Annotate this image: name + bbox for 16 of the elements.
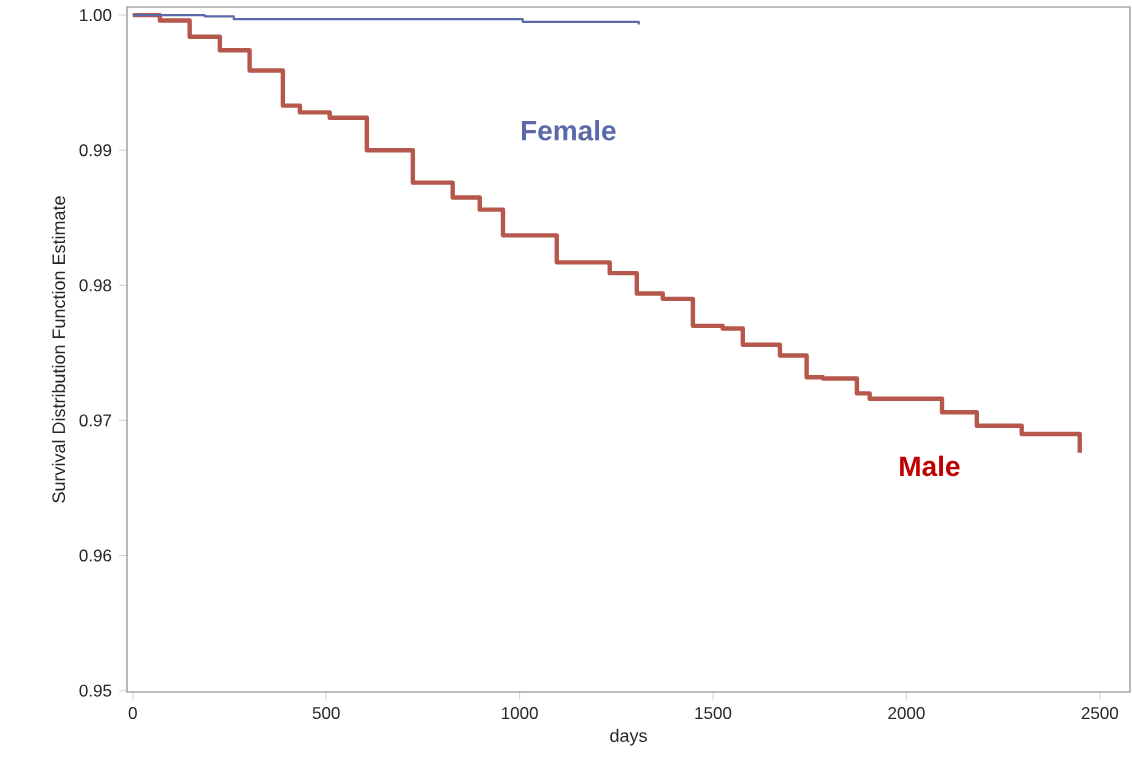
y-tick-label: 1.00 bbox=[80, 9, 112, 22]
x-axis-title: days bbox=[610, 728, 647, 746]
y-tick-label: 0.95 bbox=[79, 684, 112, 697]
series-label: Male bbox=[900, 455, 960, 477]
x-tick-label: 2000 bbox=[888, 707, 925, 720]
x-tick-label: 500 bbox=[312, 707, 340, 720]
x-tick-label: 0 bbox=[128, 707, 137, 720]
text: Female bbox=[521, 120, 616, 141]
y-tick-label: 0.96 bbox=[79, 549, 112, 562]
x-tick-label: 1500 bbox=[695, 707, 732, 720]
x-tick-label: 1000 bbox=[501, 707, 538, 720]
x-tick-label: 2500 bbox=[1081, 707, 1119, 720]
y-tick-label: 0.98 bbox=[79, 279, 112, 292]
y-axis-title: Survival Distribution Function Estimate bbox=[51, 196, 66, 503]
y-tick-label: 0.97 bbox=[79, 414, 112, 427]
y-tick-label: 0.99 bbox=[79, 144, 112, 157]
